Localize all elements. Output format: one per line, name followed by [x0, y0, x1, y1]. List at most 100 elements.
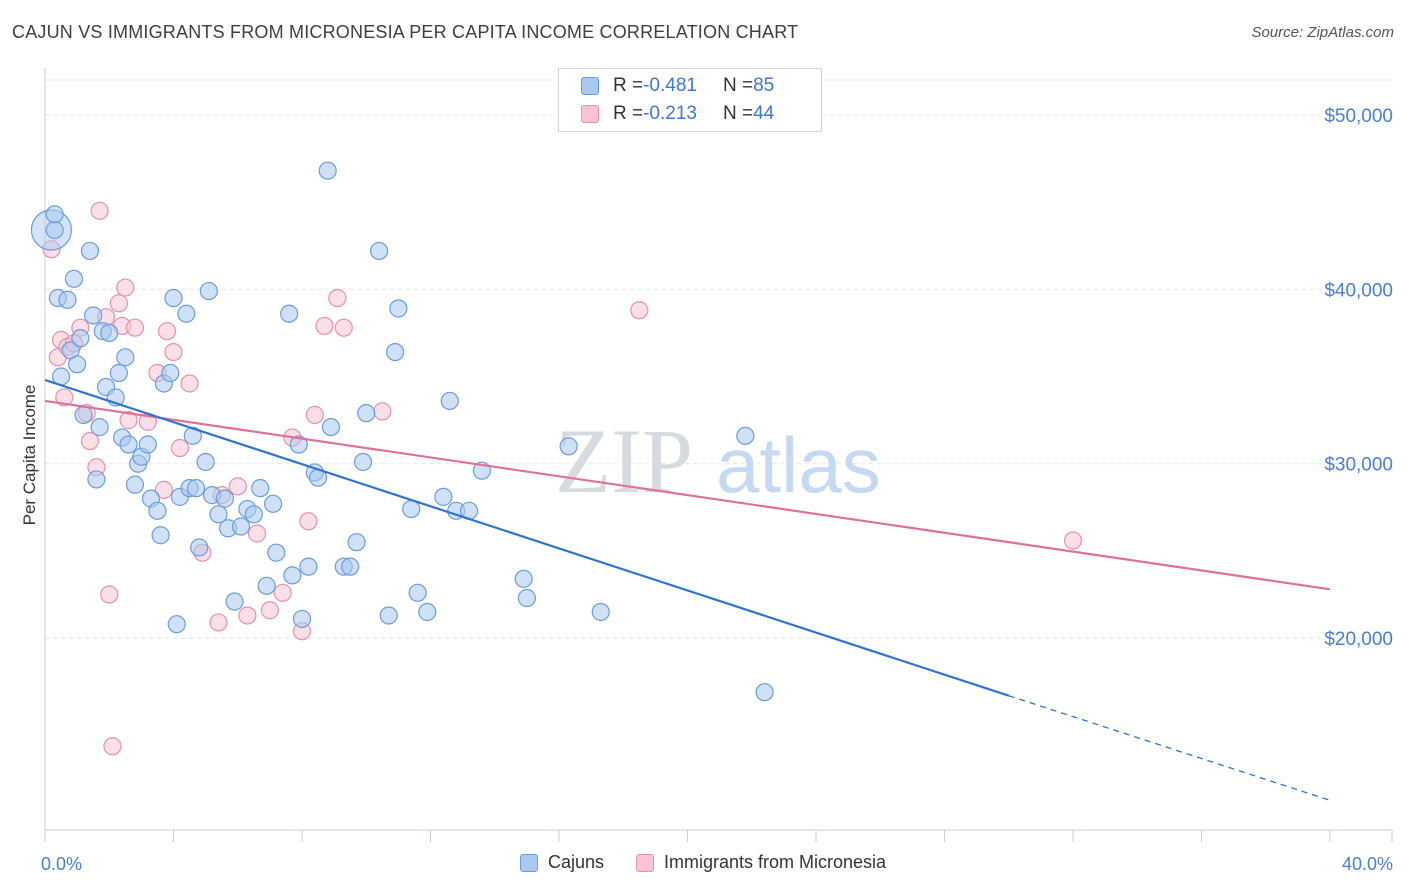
legend-row-micronesia: R = -0.213 N = 44 — [581, 102, 774, 126]
cajun-point — [341, 557, 360, 576]
cajun-point — [251, 479, 270, 498]
micronesia-point — [80, 431, 100, 451]
axes — [44, 68, 1393, 842]
cajun-point — [190, 538, 209, 557]
cajun-point — [100, 323, 119, 343]
cajun-point — [418, 602, 437, 622]
cajun-point — [125, 475, 145, 494]
cajun-point — [84, 306, 103, 325]
trend-line-micronesia — [44, 399, 1331, 591]
cajun-point — [517, 588, 536, 608]
cajun-point — [559, 437, 578, 456]
legend-swatch-cajun — [581, 77, 599, 95]
cajun-point — [244, 505, 263, 524]
micronesia-point — [315, 316, 334, 336]
legend-r-value: -0.481 — [643, 75, 697, 96]
cajun-point — [289, 435, 308, 454]
micronesia-point — [273, 583, 292, 602]
cajun-point — [209, 505, 228, 524]
cajun-point — [263, 494, 283, 513]
cajun-point — [64, 269, 84, 288]
series-legend: Cajuns Immigrants from Micronesia — [0, 852, 1406, 873]
cajun-point — [755, 683, 774, 702]
micronesia-point — [90, 201, 109, 220]
cajun-point — [231, 517, 251, 536]
legend-item-cajuns[interactable]: Cajuns — [519, 852, 604, 873]
series-cajun-points — [30, 161, 774, 702]
cajun-point — [267, 543, 286, 562]
cajun-point — [318, 161, 337, 180]
cajun-point — [736, 426, 755, 445]
micronesia-point — [334, 318, 353, 337]
cajun-point — [299, 557, 318, 576]
cajun-point — [58, 290, 77, 309]
cajun-point — [389, 299, 408, 318]
watermark-zip: ZIP — [555, 410, 693, 512]
correlation-legend: R = -0.481 N = 85 R = -0.213 N = 44 — [558, 68, 822, 132]
micronesia-point — [116, 278, 135, 297]
cajun-point — [280, 304, 299, 323]
cajun-point — [164, 288, 183, 308]
micronesia-point — [209, 613, 228, 632]
cajun-point — [90, 417, 109, 437]
cajun-point — [353, 452, 373, 472]
cajun-point — [257, 576, 276, 595]
cajun-point — [386, 342, 405, 362]
micronesia-point — [164, 342, 183, 362]
chart-title: CAJUN VS IMMIGRANTS FROM MICRONESIA PER … — [12, 22, 799, 42]
legend-swatch-micronesia — [635, 853, 654, 872]
cajun-point — [74, 405, 93, 424]
micronesia-point — [260, 601, 279, 620]
legend-r-value: -0.213 — [643, 103, 697, 124]
micronesia-point — [228, 477, 247, 496]
micronesia-point — [103, 737, 122, 756]
cajun-point — [167, 615, 186, 634]
micronesia-point — [170, 438, 190, 458]
micronesia-point — [119, 411, 138, 430]
cajun-point — [514, 569, 533, 588]
cajun-point — [321, 417, 341, 437]
cajun-point — [177, 304, 196, 323]
legend-r-label: R = — [613, 103, 644, 124]
micronesia-point — [125, 318, 145, 337]
cajun-point — [292, 609, 312, 629]
cajun-point — [370, 241, 389, 261]
micronesia-point — [630, 301, 649, 320]
cajun-point — [87, 470, 106, 489]
cajun-point — [148, 501, 167, 520]
micronesia-point — [157, 322, 177, 341]
cajun-point — [408, 583, 427, 602]
cajun-point — [71, 329, 90, 348]
chart-source: Source: ZipAtlas.com — [1251, 24, 1394, 41]
cajun-point — [186, 479, 206, 498]
tick-labels: $20,000 $30,000 $40,000 $50,000 0.0% 40.0% — [41, 106, 1393, 874]
cajun-point — [119, 435, 138, 454]
legend-item-micronesia[interactable]: Immigrants from Micronesia — [635, 852, 887, 873]
y-tick-label: $30,000 — [1324, 455, 1393, 476]
cajun-point — [151, 526, 170, 545]
gridlines — [45, 79, 1392, 639]
cajun-point — [283, 566, 302, 585]
micronesia-point — [100, 585, 119, 604]
cajun-point — [161, 363, 180, 383]
y-tick-label: $40,000 — [1324, 280, 1393, 301]
trend-line-cajun-extension — [1008, 695, 1331, 801]
micronesia-point — [180, 374, 199, 393]
cajun-point — [591, 602, 610, 622]
cajun-point — [402, 499, 421, 519]
legend-label-micronesia: Immigrants from Micronesia — [663, 852, 887, 872]
legend-r-label: R = — [613, 75, 644, 96]
legend-swatch-micronesia — [581, 105, 599, 123]
y-tick-label: $50,000 — [1324, 106, 1393, 127]
cajun-point — [116, 348, 135, 367]
y-tick-label: $20,000 — [1324, 629, 1393, 650]
cajun-point — [347, 533, 366, 552]
legend-n-value: 44 — [753, 103, 775, 124]
legend-n-value: 85 — [753, 75, 775, 96]
cajun-point — [45, 220, 64, 240]
micronesia-point — [328, 288, 347, 308]
micronesia-point — [1063, 531, 1083, 550]
micronesia-point — [238, 606, 257, 625]
cajun-point — [196, 452, 215, 472]
